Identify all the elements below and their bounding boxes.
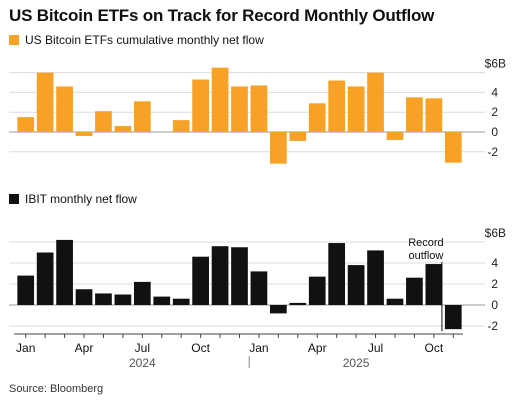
cumulative-bar bbox=[444, 132, 462, 163]
cumulative-bar bbox=[36, 72, 54, 132]
ibit-bar bbox=[386, 298, 404, 305]
cumulative-bar bbox=[231, 86, 248, 132]
x-tick-label: Apr bbox=[308, 341, 327, 355]
ibit-ytick-label: -2 bbox=[487, 319, 498, 333]
ibit-ytick-label: 0 bbox=[491, 298, 498, 312]
cumulative-bar bbox=[289, 132, 307, 141]
x-tick-label: Oct bbox=[191, 341, 210, 355]
cumulative-ytick-label: 4 bbox=[491, 85, 498, 99]
cumulative-bar bbox=[75, 132, 93, 136]
ibit-bar bbox=[153, 296, 171, 305]
ibit-bar bbox=[211, 246, 229, 305]
cumulative-ytick-label: -2 bbox=[487, 145, 498, 159]
cumulative-bar bbox=[406, 97, 423, 132]
legend-label-cumulative-flow: US Bitcoin ETFs cumulative monthly net f… bbox=[25, 33, 264, 47]
ibit-bar bbox=[133, 281, 151, 305]
ibit-unit-label: $6B bbox=[485, 226, 506, 240]
cumulative-ytick-label: 0 bbox=[491, 125, 498, 139]
ibit-bar bbox=[172, 298, 190, 305]
cumulative-ytick-label: 2 bbox=[491, 105, 498, 119]
legend-label-ibit-flow: IBIT monthly net flow bbox=[25, 192, 137, 206]
legend-ibit-flow: IBIT monthly net flow bbox=[9, 192, 137, 206]
ibit-bar bbox=[95, 293, 112, 305]
cumulative-bar bbox=[133, 101, 151, 132]
ibit-bar bbox=[406, 277, 423, 305]
ibit-bar bbox=[367, 250, 384, 305]
ibit-bar bbox=[192, 256, 209, 305]
ibit-bar bbox=[444, 305, 462, 330]
ibit-bar bbox=[347, 265, 365, 305]
year-label: 2024 bbox=[129, 356, 156, 370]
ibit-bar bbox=[308, 276, 326, 305]
cumulative-bar bbox=[386, 132, 404, 140]
cumulative-bar bbox=[192, 79, 209, 132]
cumulative-bar bbox=[328, 80, 346, 132]
ibit-bar bbox=[270, 305, 287, 314]
cumulative-bar bbox=[56, 86, 73, 132]
ibit-ytick-label: 4 bbox=[491, 256, 498, 270]
ibit-bar bbox=[114, 294, 132, 305]
cumulative-bar bbox=[367, 72, 384, 132]
ibit-bar bbox=[231, 247, 248, 305]
source-note: Source: Bloomberg bbox=[9, 383, 104, 395]
cumulative-bar bbox=[211, 67, 229, 132]
cumulative-bar bbox=[425, 98, 443, 132]
annotation-text: Record bbox=[408, 237, 443, 249]
ibit-ytick-label: 2 bbox=[491, 277, 498, 291]
x-tick-label: Oct bbox=[425, 341, 444, 355]
x-tick-label: Jul bbox=[135, 341, 150, 355]
chart-title: US Bitcoin ETFs on Track for Record Mont… bbox=[9, 6, 435, 25]
year-label: 2025 bbox=[343, 356, 370, 370]
cumulative-bar bbox=[347, 86, 365, 132]
cumulative-unit-label: $6B bbox=[485, 57, 506, 71]
legend-swatch-orange bbox=[9, 35, 19, 45]
cumulative-bar bbox=[308, 103, 326, 132]
cumulative-bar bbox=[17, 117, 35, 132]
ibit-bar bbox=[36, 252, 54, 305]
cumulative-bar bbox=[172, 120, 190, 132]
cumulative-bar bbox=[270, 132, 287, 164]
x-tick-label: Apr bbox=[75, 341, 94, 355]
x-tick-label: Jan bbox=[249, 341, 268, 355]
ibit-bar bbox=[75, 289, 93, 305]
cumulative-bar bbox=[114, 126, 132, 132]
ibit-bar bbox=[250, 271, 268, 305]
x-tick-label: Jul bbox=[368, 341, 383, 355]
legend-cumulative-flow: US Bitcoin ETFs cumulative monthly net f… bbox=[9, 33, 264, 47]
ibit-bar bbox=[56, 239, 73, 305]
cumulative-bar bbox=[95, 111, 112, 132]
ibit-bar bbox=[289, 302, 307, 305]
ibit-bar bbox=[17, 275, 35, 305]
annotation-text: outflow bbox=[408, 250, 443, 262]
ibit-bar bbox=[328, 243, 346, 305]
legend-swatch-black bbox=[9, 194, 19, 204]
cumulative-bar bbox=[250, 85, 268, 132]
ibit-bar bbox=[425, 264, 443, 305]
x-tick-label: Jan bbox=[16, 341, 35, 355]
